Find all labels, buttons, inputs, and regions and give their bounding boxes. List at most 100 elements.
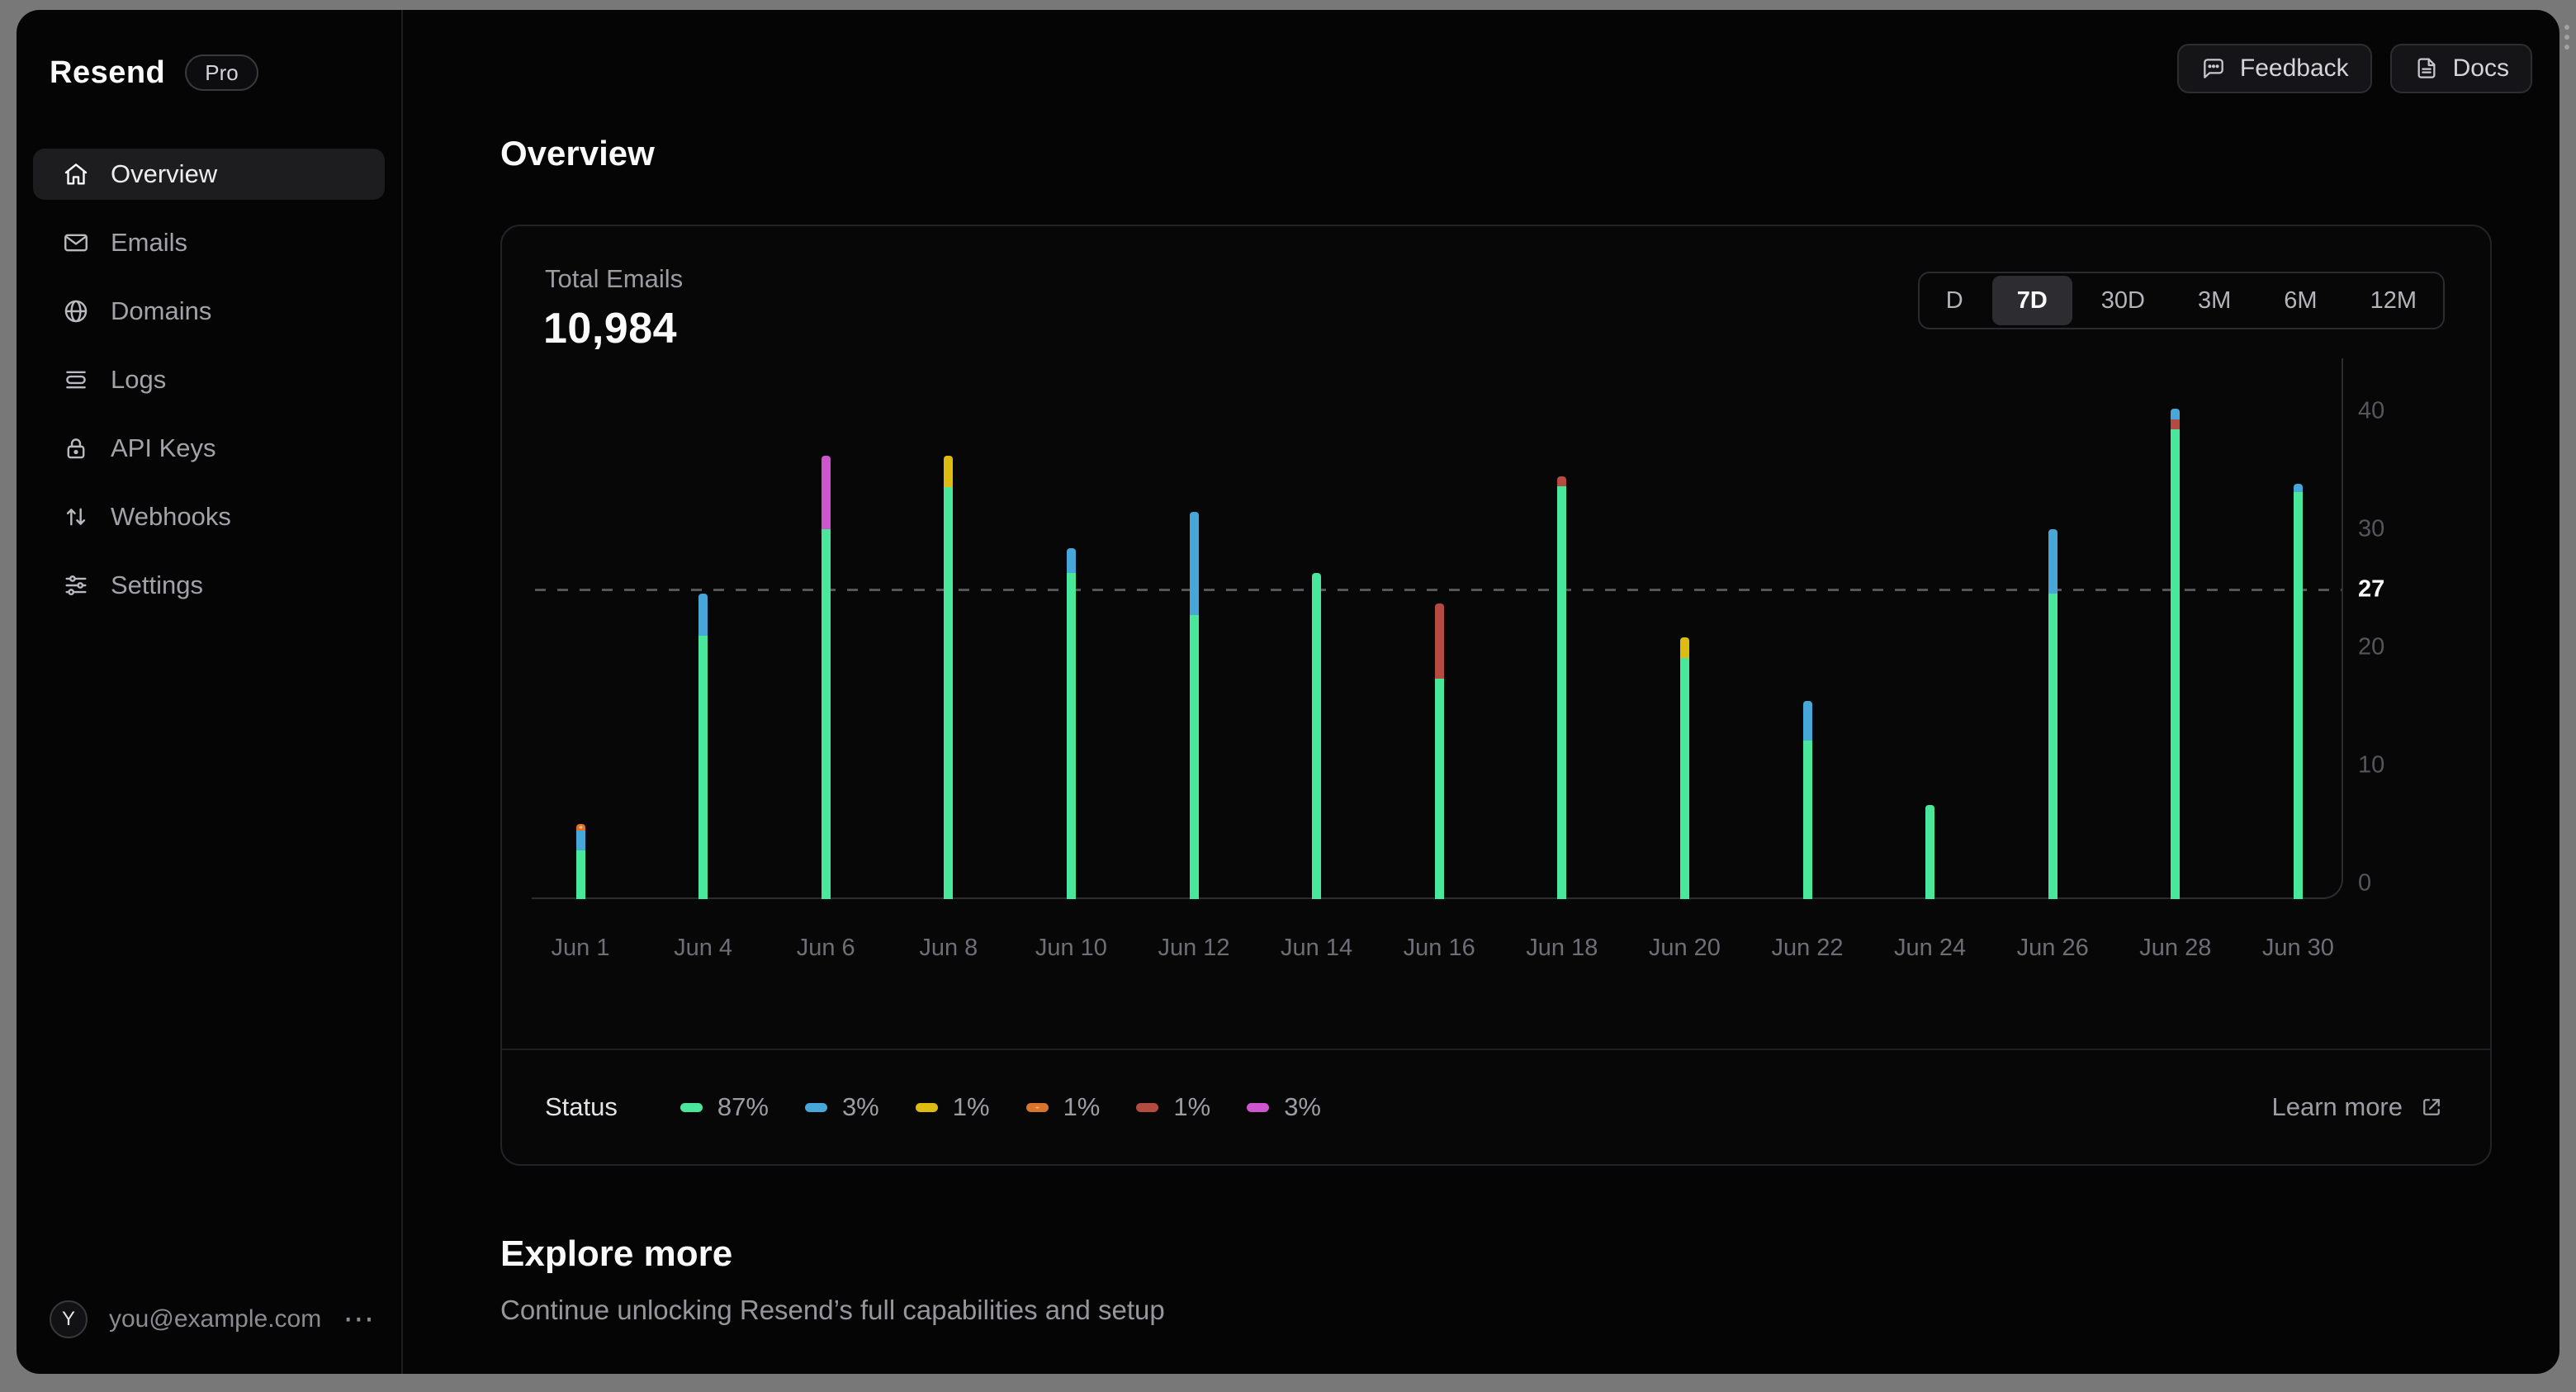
bar-segment-blue bbox=[1802, 700, 1812, 741]
sidebar-item-label: Emails bbox=[111, 228, 188, 257]
document-icon bbox=[2417, 58, 2436, 78]
bar-jun-1[interactable] bbox=[575, 823, 585, 899]
y-axis-tick-0: 0 bbox=[2358, 869, 2372, 897]
x-axis-label: Jun 20 bbox=[1648, 935, 1721, 961]
docs-button[interactable]: Docs bbox=[2389, 44, 2532, 93]
bar-jun-6[interactable] bbox=[821, 456, 831, 899]
legend-percent: 1% bbox=[952, 1092, 990, 1121]
bar-jun-22[interactable] bbox=[1802, 700, 1812, 899]
bar-segment-green bbox=[698, 636, 708, 899]
legend-entry-green: 87% bbox=[680, 1092, 769, 1122]
sidebar-item-webhooks[interactable]: Webhooks bbox=[33, 491, 385, 542]
app-window: Resend Pro Overview Emails Domains Logs API … bbox=[17, 10, 2559, 1374]
bar-segment-yellow bbox=[1679, 637, 1689, 658]
range-option-30d[interactable]: 30D bbox=[2100, 286, 2145, 314]
legend-title: Status bbox=[545, 1092, 618, 1121]
sidebar-item-logs[interactable]: Logs bbox=[33, 354, 385, 405]
app-logo: Resend bbox=[50, 54, 166, 90]
bar-segment-green bbox=[1925, 805, 1935, 899]
user-row[interactable]: Y you@example.com ⋯ bbox=[33, 1295, 385, 1344]
metric-value: 10,984 bbox=[543, 305, 678, 353]
settings-icon bbox=[61, 571, 91, 600]
x-axis-label: Jun 16 bbox=[1403, 935, 1475, 961]
bar-jun-4[interactable] bbox=[698, 593, 708, 899]
bar-jun-14[interactable] bbox=[1312, 572, 1322, 899]
bar-segment-green bbox=[2171, 428, 2181, 899]
range-option-d[interactable]: D bbox=[1945, 286, 1963, 314]
logo-row: Resend Pro bbox=[33, 50, 385, 96]
page-title: Overview bbox=[500, 134, 655, 173]
home-icon bbox=[61, 159, 91, 189]
sidebar-item-overview[interactable]: Overview bbox=[33, 149, 385, 200]
explore-more-title: Explore more bbox=[500, 1233, 733, 1274]
mail-icon bbox=[61, 228, 91, 258]
card-footer: Status 87% 3% 1% 1% 1% 3% Learn more bbox=[502, 1049, 2490, 1164]
bar-segment-green bbox=[1679, 657, 1689, 899]
x-axis-label: Jun 10 bbox=[1035, 935, 1107, 961]
window-edge-grip bbox=[2564, 25, 2571, 50]
range-option-3m[interactable]: 3M bbox=[2197, 286, 2232, 314]
legend-entry-orange: 1% bbox=[1025, 1092, 1100, 1122]
bar-segment-green bbox=[1189, 615, 1199, 899]
sidebar-item-domains[interactable]: Domains bbox=[33, 286, 385, 337]
globe-icon bbox=[61, 296, 91, 326]
range-option-7d[interactable]: 7D bbox=[1991, 276, 2072, 325]
bar-jun-30[interactable] bbox=[2293, 484, 2303, 899]
bar-jun-8[interactable] bbox=[944, 456, 954, 899]
sidebar-item-emails[interactable]: Emails bbox=[33, 217, 385, 268]
bar-segment-blue bbox=[575, 831, 585, 850]
bar-segment-green bbox=[1802, 741, 1812, 899]
avatar: Y bbox=[50, 1300, 88, 1338]
bar-segment-green bbox=[1434, 679, 1444, 899]
bar-segment-red bbox=[1434, 603, 1444, 679]
x-axis-label: Jun 28 bbox=[2139, 935, 2212, 961]
feedback-button[interactable]: Feedback bbox=[2176, 44, 2372, 93]
x-axis-label: Jun 26 bbox=[2016, 935, 2089, 961]
x-axis-label: Jun 12 bbox=[1158, 935, 1230, 961]
bar-jun-28[interactable] bbox=[2171, 408, 2181, 899]
bar-segment-blue bbox=[2048, 528, 2057, 594]
status-legend: 87% 3% 1% 1% 1% 3% bbox=[680, 1092, 1321, 1122]
y-axis-tick-30: 30 bbox=[2358, 515, 2385, 542]
sidebar: Resend Pro Overview Emails Domains Logs API … bbox=[17, 10, 403, 1374]
logs-icon bbox=[61, 365, 91, 395]
range-option-6m[interactable]: 6M bbox=[2284, 286, 2318, 314]
bar-jun-20[interactable] bbox=[1679, 637, 1689, 899]
x-axis-label: Jun 30 bbox=[2261, 935, 2334, 961]
sidebar-item-settings[interactable]: Settings bbox=[33, 560, 385, 611]
sidebar-item-api-keys[interactable]: API Keys bbox=[33, 423, 385, 474]
bar-segment-yellow bbox=[944, 456, 954, 488]
range-option-12m[interactable]: 12M bbox=[2370, 286, 2417, 314]
bar-jun-24[interactable] bbox=[1925, 805, 1935, 899]
learn-more-link[interactable]: Learn more bbox=[2271, 1092, 2444, 1122]
bar-jun-10[interactable] bbox=[1066, 548, 1076, 899]
bar-jun-18[interactable] bbox=[1557, 476, 1567, 899]
x-axis-label: Jun 4 bbox=[674, 935, 733, 961]
sidebar-nav: Overview Emails Domains Logs API Keys Webhook… bbox=[33, 149, 385, 611]
bar-segment-green bbox=[944, 487, 954, 899]
main-content: Feedback Docs Overview Total Emails 10,9… bbox=[403, 10, 2559, 1374]
y-axis-tick-40: 40 bbox=[2358, 397, 2385, 424]
legend-percent: 1% bbox=[1173, 1092, 1211, 1121]
sidebar-item-label: Overview bbox=[111, 159, 218, 188]
bar-jun-16[interactable] bbox=[1434, 603, 1444, 899]
bar-jun-26[interactable] bbox=[2048, 528, 2057, 899]
bar-segment-green bbox=[821, 528, 831, 899]
bar-segment-green bbox=[2048, 593, 2057, 899]
x-axis-label: Jun 14 bbox=[1281, 935, 1353, 961]
legend-percent: 3% bbox=[841, 1092, 879, 1121]
bar-jun-12[interactable] bbox=[1189, 511, 1199, 899]
learn-more-label: Learn more bbox=[2271, 1092, 2403, 1121]
docs-label: Docs bbox=[2452, 54, 2509, 82]
sidebar-item-label: Domains bbox=[111, 296, 212, 325]
bar-segment-green bbox=[575, 850, 585, 899]
user-email: you@example.com bbox=[109, 1305, 322, 1333]
sidebar-item-label: Webhooks bbox=[111, 502, 231, 531]
legend-percent: 3% bbox=[1284, 1092, 1321, 1121]
lock-icon bbox=[61, 433, 91, 463]
bar-segment-red bbox=[1557, 476, 1567, 486]
x-axis-label: Jun 22 bbox=[1771, 935, 1844, 961]
sidebar-item-label: Logs bbox=[111, 365, 167, 394]
sidebar-item-label: API Keys bbox=[111, 433, 216, 462]
emails-bar-chart: Jun 1 Jun 4 Jun 6 Jun 8 Jun 10 Jun 12 Jun 14 Ju… bbox=[502, 226, 2490, 1164]
